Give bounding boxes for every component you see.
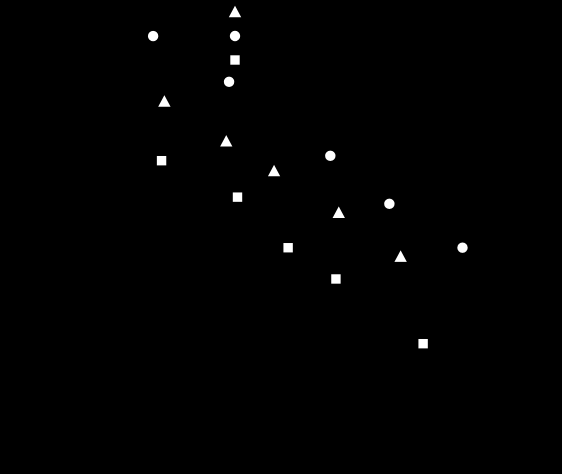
- circle-data-point: [455, 240, 470, 255]
- y-tick-label: 3.8: [48, 121, 72, 140]
- triangle-data-point: [217, 131, 236, 149]
- circle-series-fit-line: [135, 23, 492, 271]
- square-data-point: [416, 337, 430, 350]
- y-tick-label: 4.4: [48, 344, 72, 363]
- plot-area: [79, 0, 531, 399]
- triangle-series-fit-line: [147, 86, 455, 282]
- legend-label: Ciclohexylamine Benzoate: [258, 29, 447, 46]
- y-tick-label: 4.0: [48, 196, 72, 215]
- y-axis-ticks: 3.6 3.8 4.0 4.2 4.4: [48, 17, 90, 392]
- circle-data-point: [323, 149, 338, 163]
- x-tick-label: 3.40: [260, 404, 293, 423]
- legend-circle-marker: [228, 29, 242, 43]
- x-tick-label: 3.45: [401, 404, 434, 423]
- triangle-data-point: [329, 203, 348, 220]
- data-points: [146, 29, 470, 350]
- legend-square-marker: [228, 53, 242, 67]
- triangle-data-point: [155, 91, 174, 109]
- y-tick-label: 4.2: [48, 270, 72, 289]
- circle-data-point: [382, 197, 397, 211]
- circle-data-point: [146, 29, 160, 43]
- square-data-point: [231, 190, 244, 204]
- square-data-point: [155, 154, 168, 167]
- y-tick-label: 3.6: [48, 47, 72, 66]
- triangle-data-point: [265, 161, 283, 178]
- square-data-point: [329, 272, 343, 286]
- square-data-point: [281, 241, 295, 255]
- legend-label: DICHAN: [258, 5, 319, 22]
- legend-triangle-marker: [226, 2, 244, 19]
- x-axis-ticks: 3.35 3.40 3.45: [107, 388, 531, 423]
- circle-data-point: [222, 75, 236, 89]
- x-axis-title: (1/T) 103, K-1: [257, 447, 353, 467]
- legend: DICHAN Ciclohexylamine Benzoate Diisopropy…: [226, 2, 447, 70]
- y-axis-title: - log (P), mmHg: [7, 139, 26, 259]
- fit-lines: [135, 23, 492, 363]
- legend-label: Diisopropylamine Nitrite: [258, 53, 427, 70]
- square-series-fit-line: [144, 146, 463, 363]
- triangle-data-point: [391, 246, 410, 264]
- x-tick-label: 3.35: [120, 404, 153, 423]
